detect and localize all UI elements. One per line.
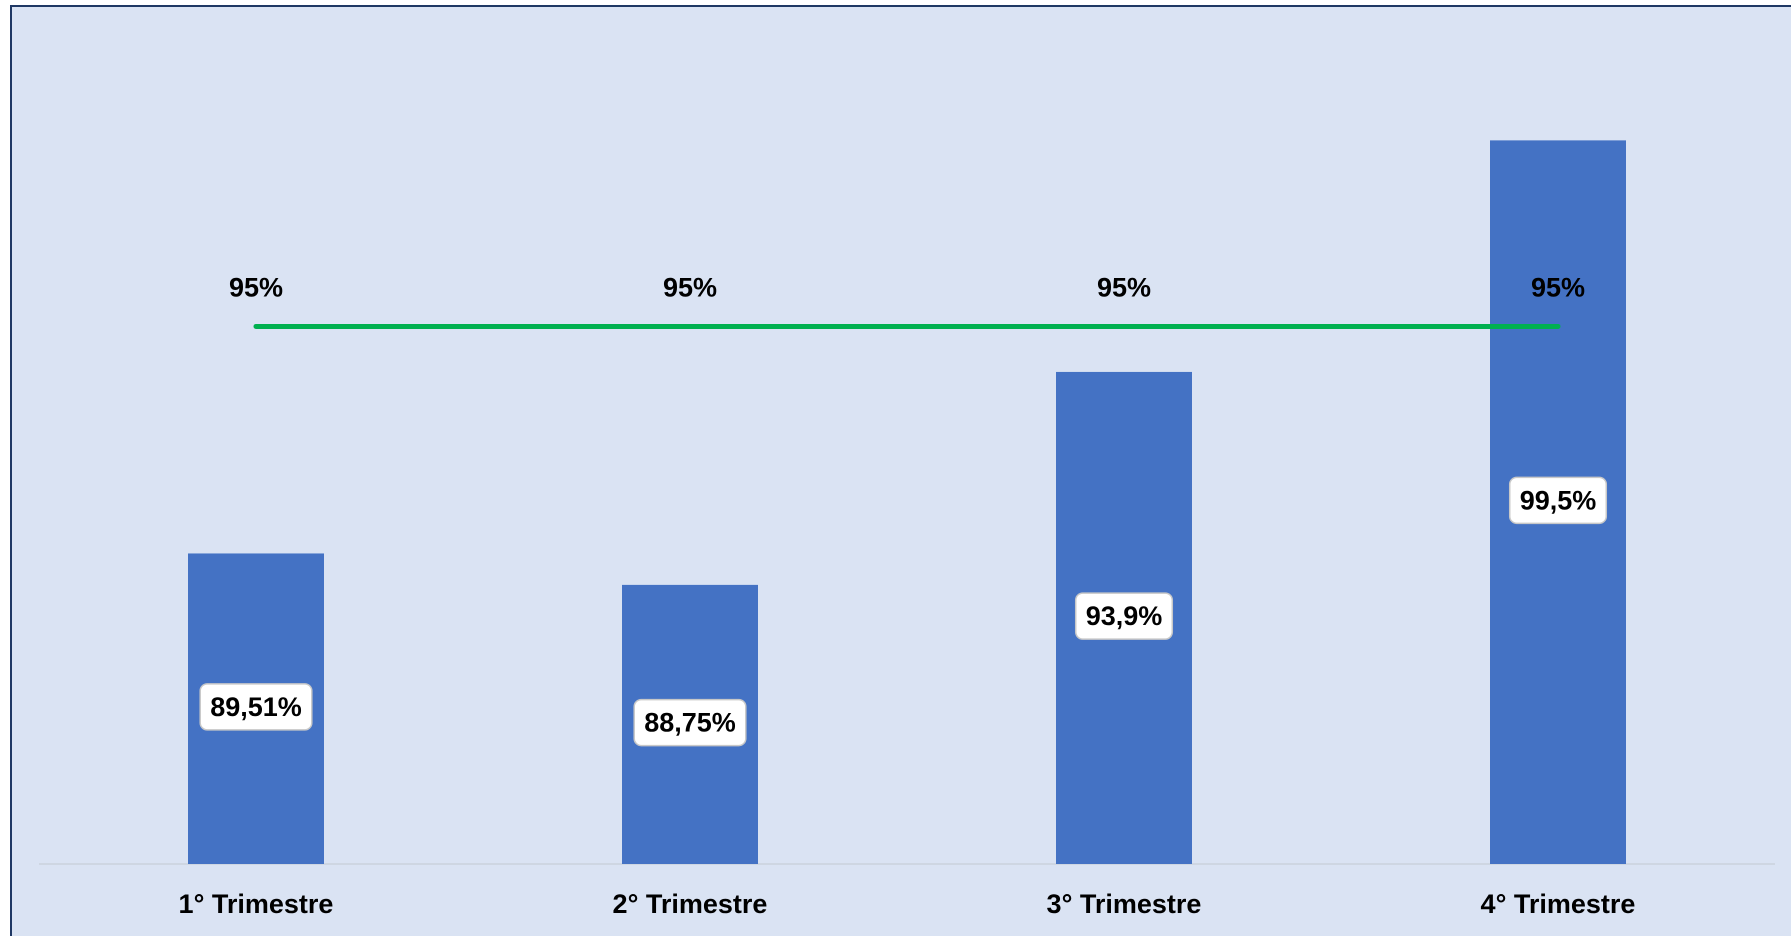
- data-label: 95%: [1097, 273, 1151, 303]
- data-label: 99,5%: [1520, 485, 1597, 515]
- data-label: 95%: [1531, 273, 1585, 303]
- data-label: 89,51%: [210, 692, 302, 722]
- data-label: 88,75%: [644, 708, 736, 738]
- data-label: 95%: [663, 273, 717, 303]
- data-label-box: [1508, 476, 1608, 525]
- data-label-box: [633, 698, 747, 747]
- x-tick-label: 3° Trimestre: [1047, 889, 1202, 919]
- data-label: 95%: [229, 273, 283, 303]
- data-label-box: [1074, 592, 1174, 640]
- data-label-box: [199, 683, 313, 731]
- x-tick-label: 2° Trimestre: [613, 889, 768, 919]
- x-tick-label: 4° Trimestre: [1481, 889, 1636, 919]
- data-label: 93,9%: [1086, 601, 1163, 631]
- x-tick-label: 1° Trimestre: [179, 889, 334, 919]
